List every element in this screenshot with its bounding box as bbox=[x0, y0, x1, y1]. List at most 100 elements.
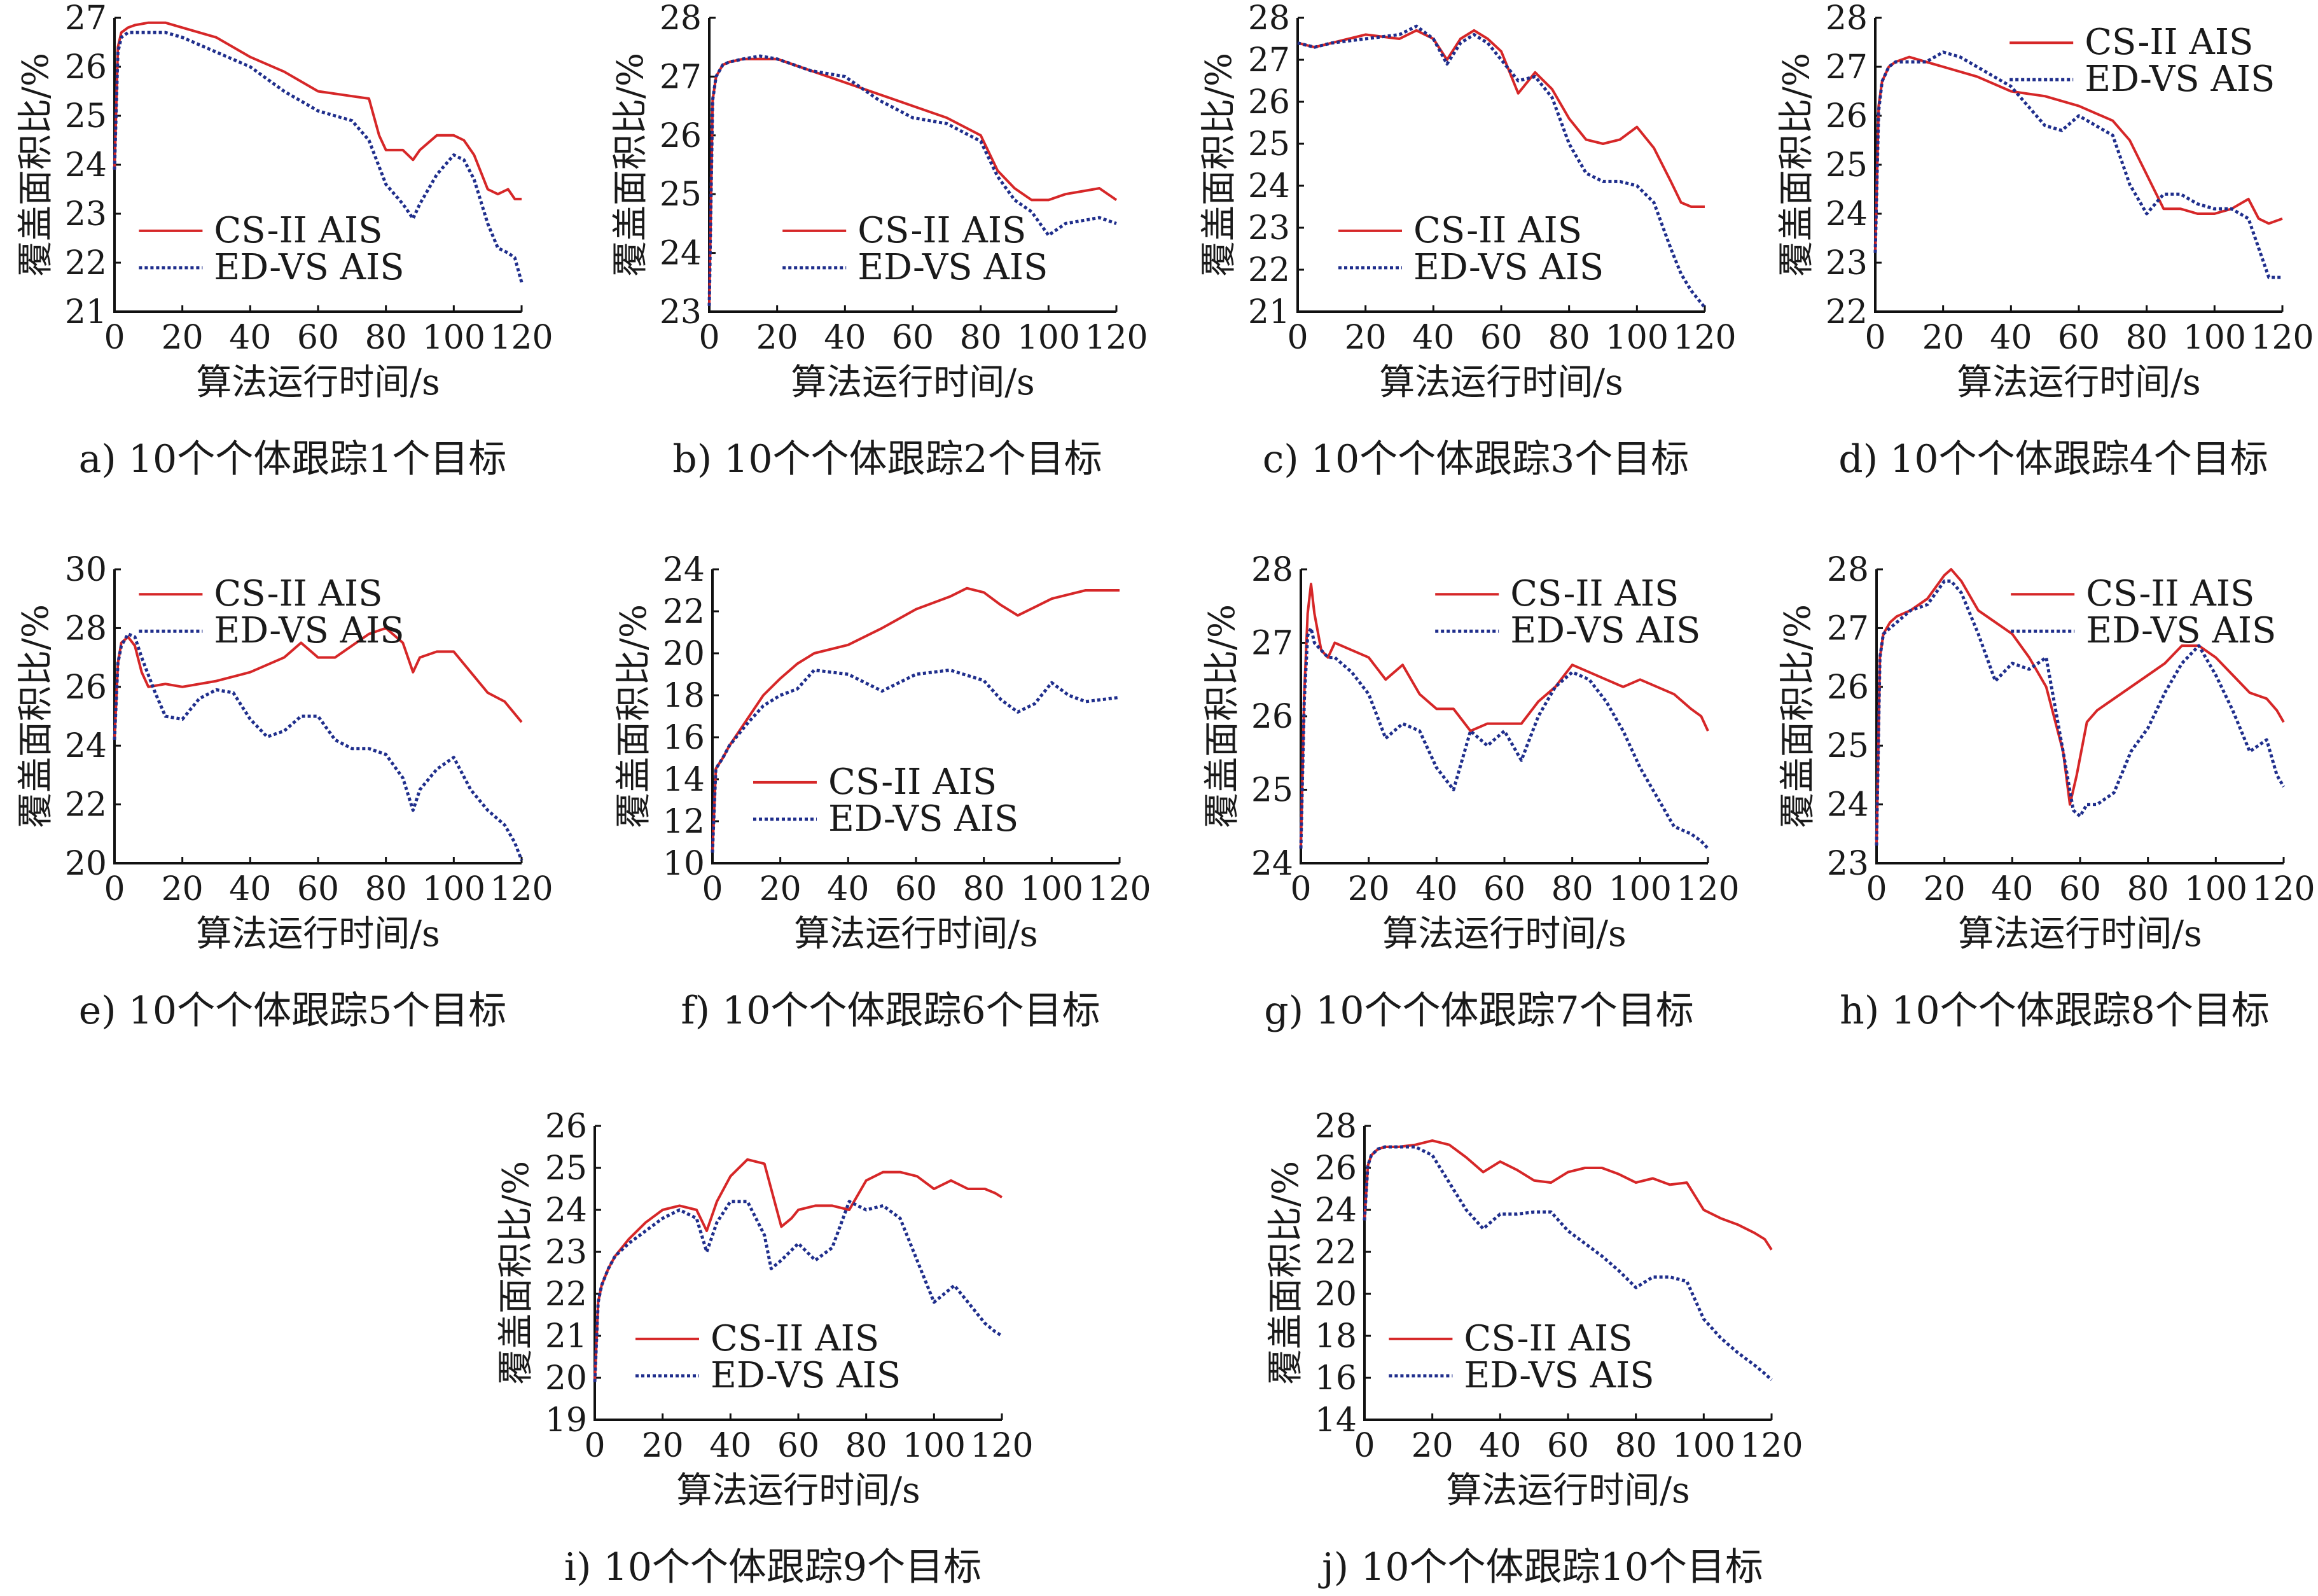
y-tick-label: 27 bbox=[1826, 48, 1868, 87]
y-tick-label: 24 bbox=[1248, 167, 1290, 205]
x-tick-label: 40 bbox=[827, 870, 869, 908]
y-tick-label: 27 bbox=[1248, 41, 1290, 80]
y-tick-label: 16 bbox=[1315, 1359, 1357, 1398]
legend-label: ED-VS AIS bbox=[2085, 59, 2275, 100]
x-tick-label: 100 bbox=[1609, 870, 1672, 908]
panel-caption: g) 10个个体跟踪7个目标 bbox=[1264, 989, 1693, 1033]
panel-caption: b) 10个个体跟踪2个目标 bbox=[672, 437, 1102, 482]
series-line-cs-ii-ais bbox=[113, 627, 523, 740]
y-tick-label: 20 bbox=[65, 845, 107, 883]
y-tick-label: 22 bbox=[545, 1275, 587, 1314]
x-tick-label: 80 bbox=[1548, 319, 1590, 357]
x-tick-label: 80 bbox=[2127, 870, 2169, 908]
x-tick-label: 60 bbox=[2059, 870, 2101, 908]
y-tick-label: 26 bbox=[65, 48, 107, 87]
x-tick-label: 60 bbox=[2058, 319, 2100, 357]
y-tick-label: 28 bbox=[1315, 1107, 1357, 1146]
x-tick-label: 120 bbox=[1740, 1427, 1803, 1465]
y-tick-label: 28 bbox=[660, 0, 702, 38]
panel-caption: j) 10个个体跟踪10个目标 bbox=[1318, 1545, 1763, 1590]
y-axis-title: 覆盖面积比/% bbox=[610, 53, 651, 277]
chart-panel-4: 0 20 40 60 80 100 120 22 23 24 25 26 27 28 算法运行时间/s 覆盖面… bbox=[1776, 0, 2314, 482]
y-tick-label: 27 bbox=[65, 0, 107, 38]
legend-label: CS-II AIS bbox=[828, 761, 997, 803]
x-tick-label: 40 bbox=[1991, 870, 2033, 908]
x-tick-label: 0 bbox=[698, 319, 719, 357]
legend-label: CS-II AIS bbox=[1510, 573, 1679, 614]
y-tick-label: 25 bbox=[1248, 125, 1290, 163]
series-line-ed-vs-ais bbox=[711, 668, 1120, 853]
y-tick-label: 26 bbox=[1826, 97, 1868, 135]
panel-caption: a) 10个个体跟踪1个目标 bbox=[79, 437, 507, 482]
y-tick-label: 23 bbox=[1826, 244, 1868, 282]
x-tick-label: 20 bbox=[1922, 319, 1964, 357]
y-tick-label: 14 bbox=[663, 761, 705, 799]
y-tick-label: 28 bbox=[1248, 0, 1290, 38]
x-tick-label: 100 bbox=[2184, 870, 2247, 908]
series-line-ed-vs-ais bbox=[1299, 626, 1709, 850]
y-tick-label: 22 bbox=[1248, 251, 1290, 289]
y-tick-label: 26 bbox=[1315, 1149, 1357, 1188]
series-line-cs-ii-ais bbox=[711, 586, 1120, 853]
y-tick-label: 25 bbox=[660, 176, 702, 214]
x-axis-title: 算法运行时间/s bbox=[794, 913, 1038, 955]
y-tick-label: 23 bbox=[65, 195, 107, 233]
chart-panel-2: 0 20 40 60 80 100 120 23 24 25 26 27 28 算法运行时间/s 覆盖面积比… bbox=[610, 0, 1148, 482]
y-tick-label: 23 bbox=[1248, 209, 1290, 247]
legend-label: ED-VS AIS bbox=[1510, 610, 1700, 651]
x-tick-label: 20 bbox=[162, 319, 204, 357]
series-line-ed-vs-ais bbox=[1875, 579, 2286, 846]
x-tick-label: 0 bbox=[104, 319, 125, 357]
x-tick-label: 40 bbox=[229, 319, 271, 357]
legend-label: ED-VS AIS bbox=[2086, 610, 2276, 651]
x-tick-label: 120 bbox=[1088, 870, 1151, 908]
y-axis-title: 覆盖面积比/% bbox=[1776, 53, 1817, 277]
x-tick-label: 20 bbox=[1345, 319, 1387, 357]
x-tick-label: 80 bbox=[1551, 870, 1593, 908]
x-axis-title: 算法运行时间/s bbox=[1958, 913, 2202, 955]
y-axis-title: 覆盖面积比/% bbox=[1198, 53, 1240, 277]
legend-label: ED-VS AIS bbox=[828, 798, 1018, 840]
x-tick-label: 120 bbox=[2252, 870, 2315, 908]
y-tick-label: 24 bbox=[65, 727, 107, 765]
x-tick-label: 120 bbox=[490, 319, 553, 357]
series-line-cs-ii-ais bbox=[1363, 1139, 1773, 1251]
series-line-ed-vs-ais bbox=[113, 31, 524, 283]
x-tick-label: 0 bbox=[1866, 870, 1887, 908]
x-tick-label: 0 bbox=[584, 1427, 605, 1465]
y-axis-title: 覆盖面积比/% bbox=[496, 1161, 537, 1385]
x-tick-label: 60 bbox=[892, 319, 934, 357]
y-tick-label: 25 bbox=[65, 97, 107, 135]
y-tick-label: 26 bbox=[65, 669, 107, 707]
x-tick-label: 60 bbox=[297, 319, 339, 357]
panel-caption: d) 10个个体跟踪4个目标 bbox=[1838, 437, 2268, 482]
panel-caption: e) 10个个体跟踪5个目标 bbox=[79, 989, 507, 1033]
y-tick-label: 24 bbox=[1827, 786, 1869, 824]
legend-label: CS-II AIS bbox=[2085, 22, 2253, 63]
x-tick-label: 0 bbox=[1864, 319, 1885, 357]
y-tick-label: 30 bbox=[65, 551, 107, 589]
y-tick-label: 24 bbox=[1251, 845, 1293, 883]
y-tick-label: 25 bbox=[1827, 727, 1869, 765]
chart-panel-6: 0 20 40 60 80 100 120 10 12 14 16 18 20 22 24 算法运行时间/s 覆… bbox=[613, 551, 1151, 1033]
x-tick-label: 0 bbox=[1287, 319, 1308, 357]
x-tick-label: 120 bbox=[1673, 319, 1736, 357]
x-tick-label: 120 bbox=[2251, 319, 2314, 357]
legend-label: ED-VS AIS bbox=[214, 247, 404, 288]
x-tick-label: 60 bbox=[895, 870, 937, 908]
panel-caption: h) 10个个体跟踪8个目标 bbox=[1840, 989, 2270, 1033]
panel-caption: c) 10个个体跟踪3个目标 bbox=[1263, 437, 1690, 482]
y-tick-label: 26 bbox=[545, 1107, 587, 1146]
y-tick-label: 24 bbox=[663, 551, 705, 589]
y-tick-label: 27 bbox=[660, 58, 702, 96]
chart-panel-9: 0 20 40 60 80 100 1201920212223242526算法运行时间/s覆… bbox=[496, 1107, 1034, 1590]
legend-label: CS-II AIS bbox=[711, 1318, 879, 1359]
x-tick-label: 100 bbox=[1017, 319, 1080, 357]
x-tick-label: 40 bbox=[1479, 1427, 1521, 1465]
x-tick-label: 20 bbox=[1412, 1427, 1454, 1465]
y-tick-label: 26 bbox=[1827, 669, 1869, 707]
legend-label: ED-VS AIS bbox=[711, 1355, 901, 1396]
x-tick-label: 80 bbox=[365, 870, 407, 908]
